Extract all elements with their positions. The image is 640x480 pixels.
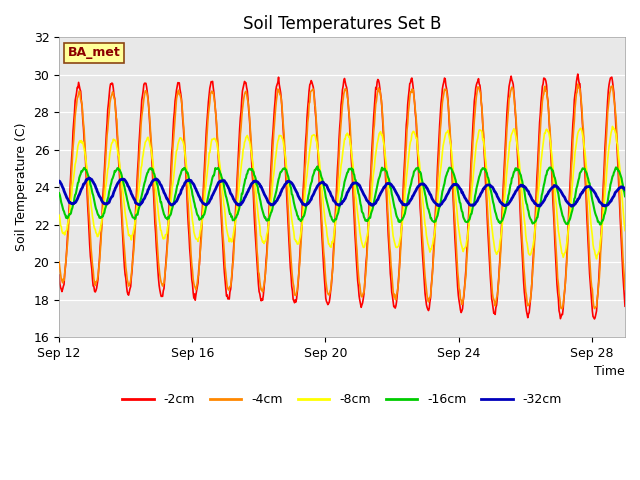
- X-axis label: Time: Time: [595, 365, 625, 378]
- Legend: -2cm, -4cm, -8cm, -16cm, -32cm: -2cm, -4cm, -8cm, -16cm, -32cm: [117, 388, 567, 411]
- Y-axis label: Soil Temperature (C): Soil Temperature (C): [15, 123, 28, 252]
- Title: Soil Temperatures Set B: Soil Temperatures Set B: [243, 15, 441, 33]
- Text: BA_met: BA_met: [68, 47, 120, 60]
